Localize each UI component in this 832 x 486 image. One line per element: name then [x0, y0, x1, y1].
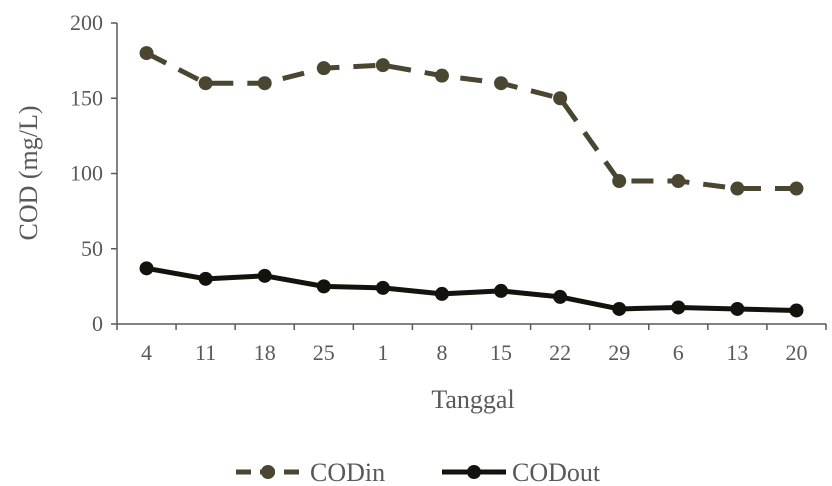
y-tick-label: 0 [92, 311, 103, 336]
x-tick-label: 25 [313, 340, 335, 365]
data-point-codin [257, 76, 272, 91]
legend-marker-codout [467, 465, 481, 479]
x-tick-label: 8 [436, 340, 447, 365]
x-tick-label: 22 [549, 340, 571, 365]
y-ticks: 0 50 100 150 200 [70, 10, 117, 336]
x-tick-label: 13 [726, 340, 748, 365]
data-point-codout [671, 300, 686, 315]
data-point-codin [434, 68, 449, 83]
legend-label-codout: CODout [512, 458, 601, 486]
data-point-codin [671, 174, 686, 189]
data-point-codin [316, 61, 331, 76]
data-point-codout [434, 286, 449, 301]
x-tick-label: 29 [608, 340, 630, 365]
data-point-codin [139, 46, 154, 61]
y-tick-label: 150 [70, 85, 103, 110]
data-point-codin [198, 76, 213, 91]
legend-marker-codin [261, 465, 275, 479]
y-tick-label: 200 [70, 10, 103, 35]
data-point-codout [316, 279, 331, 294]
x-ticks: 4 11 18 25 1 8 15 22 29 6 13 20 [116, 324, 827, 365]
series-line-codout [146, 265, 797, 313]
y-tick-label: 50 [81, 236, 103, 261]
series-line-codin [145, 50, 797, 192]
data-point-codin [730, 181, 745, 196]
x-tick-label: 20 [785, 340, 807, 365]
data-point-codout [789, 303, 804, 318]
y-axis-title: COD (mg/L) [14, 105, 43, 240]
data-point-codin [612, 174, 627, 189]
data-point-codout [198, 271, 213, 286]
data-point-codout [139, 261, 154, 276]
legend: CODin CODout [236, 458, 601, 486]
data-point-codout [730, 301, 745, 316]
x-tick-label: 1 [377, 340, 388, 365]
data-point-codout [257, 268, 272, 283]
x-axis-title: Tanggal [431, 385, 514, 414]
data-point-codout [553, 289, 568, 304]
data-point-codin [789, 181, 804, 196]
legend-item-codin: CODin [236, 458, 385, 486]
x-tick-label: 11 [195, 340, 216, 365]
data-point-codout [375, 280, 390, 295]
data-point-codin [494, 76, 509, 91]
x-tick-label: 18 [254, 340, 276, 365]
x-tick-label: 4 [141, 340, 152, 365]
x-tick-label: 6 [673, 340, 684, 365]
data-point-codin [375, 58, 390, 73]
data-point-codin [553, 91, 568, 106]
legend-label-codin: CODin [310, 458, 385, 486]
data-point-codout [494, 283, 509, 298]
x-tick-label: 15 [490, 340, 512, 365]
series-layer [139, 46, 804, 318]
y-tick-label: 100 [70, 161, 103, 186]
data-point-codout [612, 301, 627, 316]
legend-item-codout: CODout [442, 458, 601, 486]
